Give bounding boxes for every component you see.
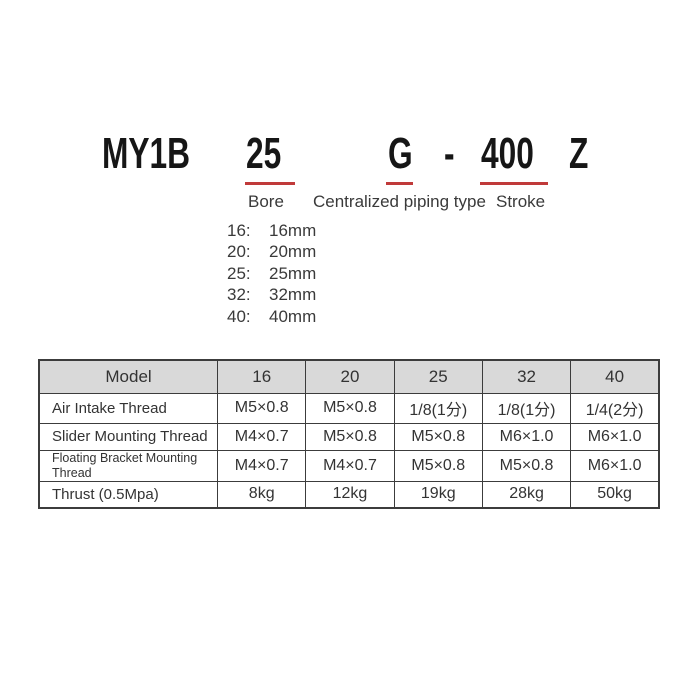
spec-value: 1/8(1分): [393, 392, 483, 424]
row-label: Air Intake Thread: [38, 392, 219, 424]
bore-option-code: 16:: [227, 220, 251, 240]
stroke-code-segment: 400: [481, 129, 534, 178]
bore-option-size: 32mm: [269, 285, 317, 305]
row-label: Slider Mounting Thread: [38, 422, 219, 451]
spec-value: M5×0.8: [305, 422, 395, 451]
spec-value: M5×0.8: [393, 449, 483, 482]
suffix-code-segment: Z: [569, 129, 589, 178]
bore-code-segment: 25: [246, 129, 282, 178]
spec-value: 8kg: [217, 480, 307, 509]
piping-underline: [386, 182, 413, 185]
spec-value: 1/8(1分): [481, 392, 572, 424]
spec-row-slider-mounting-thread: Slider Mounting Thread M4×0.7 M5×0.8 M5×…: [38, 422, 660, 451]
header-cell-bore: 20: [305, 359, 395, 394]
bore-option-size: 25mm: [269, 263, 317, 283]
bore-option-code: 25:: [227, 263, 251, 283]
spec-value: M4×0.7: [217, 449, 307, 482]
spec-value: M5×0.8: [305, 392, 395, 424]
spec-table: Model 16 20 25 32 40 Air Intake Thread M…: [38, 359, 660, 509]
spec-value: M4×0.7: [217, 422, 307, 451]
spec-row-air-intake-thread: Air Intake Thread M5×0.8 M5×0.8 1/8(1分) …: [38, 392, 660, 424]
bore-option-row: 32: 32mm: [227, 285, 316, 307]
bore-option-code: 32:: [227, 285, 251, 305]
bore-option-size: 40mm: [269, 306, 317, 326]
stroke-underline: [480, 182, 548, 185]
header-cell-bore: 40: [570, 359, 660, 394]
spec-value: 28kg: [481, 480, 572, 509]
header-cell-bore: 16: [217, 359, 307, 394]
spec-row-floating-bracket-thread: Floating Bracket Mounting Thread M4×0.7 …: [38, 449, 660, 482]
model-series-segment: MY1B: [102, 129, 191, 178]
bore-option-row: 40: 40mm: [227, 306, 316, 328]
spec-value: M6×1.0: [481, 422, 572, 451]
bore-option-row: 16: 16mm: [227, 220, 316, 242]
bore-underline: [245, 182, 295, 185]
bore-label: Bore: [248, 192, 284, 211]
spec-value: M6×1.0: [570, 449, 660, 482]
spec-value: M5×0.8: [481, 449, 572, 482]
piping-code-segment: G: [388, 129, 413, 178]
header-cell-bore: 25: [393, 359, 483, 394]
spec-value: M5×0.8: [217, 392, 307, 424]
bore-option-row: 20: 20mm: [227, 242, 316, 264]
header-cell-model: Model: [38, 359, 219, 394]
bore-option-size: 16mm: [269, 220, 317, 240]
stroke-label: Stroke: [496, 192, 546, 211]
spec-value: M6×1.0: [570, 422, 660, 451]
bore-option-row: 25: 25mm: [227, 263, 316, 285]
spec-value: 1/4(2分): [570, 392, 660, 424]
piping-label: Centralized piping type: [313, 192, 486, 211]
bore-option-size: 20mm: [269, 242, 317, 262]
spec-value: 12kg: [305, 480, 395, 509]
spec-value: 50kg: [570, 480, 660, 509]
separator-segment: -: [444, 129, 455, 178]
row-label: Thrust (0.5Mpa): [38, 480, 219, 509]
spec-value: M5×0.8: [393, 422, 483, 451]
header-cell-bore: 32: [481, 359, 572, 394]
bore-option-code: 40:: [227, 306, 251, 326]
row-label: Floating Bracket Mounting Thread: [38, 449, 219, 482]
spec-value: M4×0.7: [305, 449, 395, 482]
bore-size-list: 16: 16mm 20: 20mm 25: 25mm 32: 32mm 40: …: [227, 220, 316, 328]
bore-option-code: 20:: [227, 242, 251, 262]
spec-value: 19kg: [393, 480, 483, 509]
spec-header-row: Model 16 20 25 32 40: [38, 359, 660, 394]
spec-row-thrust: Thrust (0.5Mpa) 8kg 12kg 19kg 28kg 50kg: [38, 480, 660, 509]
